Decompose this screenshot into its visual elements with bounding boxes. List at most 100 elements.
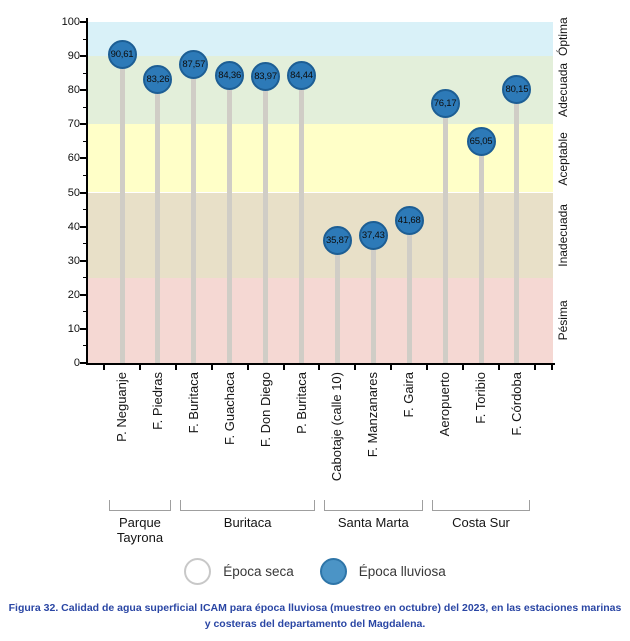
group-label-santa-marta: Santa Marta	[337, 515, 409, 530]
x-label-aeropuerto: Aeropuerto	[437, 372, 453, 437]
x-boundary-tick-0	[103, 365, 106, 370]
marker-f-cordoba: 80,15	[502, 75, 532, 105]
quality-band-label-inadecuada: Inadecuada	[556, 203, 570, 267]
value-label-f-cordoba: 80,15	[505, 84, 529, 96]
x-label-cabotaje-calle-10: Cabotaje (calle 10)	[329, 372, 345, 482]
stem-f-cordoba	[514, 89, 520, 365]
y-tick-label-0: 0	[73, 357, 80, 369]
y-tick-90	[80, 55, 86, 58]
value-label-f-gaira: 41,68	[397, 215, 421, 227]
group-bracket-costa-sur	[431, 500, 531, 511]
y-tick-label-60: 60	[67, 152, 80, 165]
x-boundary-tick-11	[497, 365, 500, 370]
marker-aeropuerto: 76,17	[430, 88, 460, 118]
x-boundary-tick-12	[533, 365, 536, 370]
value-label-p-buritaca: 84,44	[290, 69, 313, 81]
x-label-f-guachaca: F. Guachaca	[221, 372, 237, 445]
y-minor-tick-5	[83, 345, 86, 347]
quality-band-label-pesima: Pésima	[556, 300, 570, 341]
y-minor-tick-85	[83, 72, 86, 74]
x-boundary-tick-4	[246, 365, 249, 370]
x-label-p-neguanje: P. Neguanje	[114, 372, 129, 442]
y-tick-60	[80, 157, 86, 160]
y-minor-tick-25	[83, 277, 86, 279]
y-tick-label-70: 70	[67, 118, 80, 131]
quality-band-optima	[88, 22, 553, 57]
group-label-buritaca: Buritaca	[223, 515, 272, 530]
y-tick-80	[80, 89, 86, 92]
y-tick-label-90: 90	[67, 50, 80, 63]
stem-f-piedras	[155, 79, 161, 365]
marker-f-guachaca: 84,36	[215, 60, 245, 90]
y-tick-label-80: 80	[67, 84, 80, 97]
marker-f-don-diego: 83,97	[251, 62, 281, 92]
quality-band-inadecuada	[88, 192, 553, 278]
y-tick-20	[80, 293, 86, 296]
group-label-parque-tayrona: Parque Tayrona	[116, 515, 164, 545]
y-minor-tick-15	[83, 311, 86, 313]
stem-f-buritaca	[191, 64, 197, 365]
x-boundary-tick-5	[282, 365, 285, 370]
y-minor-tick-75	[83, 106, 86, 108]
x-boundary-tick-7	[354, 365, 357, 370]
stem-f-manzanares	[370, 235, 376, 365]
y-tick-10	[80, 327, 86, 330]
y-tick-0	[80, 362, 86, 364]
x-label-f-toribio: F. Toribio	[473, 372, 488, 424]
legend-circle-icon-epoca-seca	[184, 557, 212, 585]
y-tick-40	[80, 225, 86, 228]
legend-label: Época seca	[223, 563, 294, 579]
x-label-p-buritaca: P. Buritaca	[293, 372, 309, 434]
marker-f-gaira: 41,68	[394, 206, 424, 236]
x-label-f-don-diego: F. Don Diego	[257, 372, 273, 448]
stem-aeropuerto	[442, 103, 448, 365]
group-bracket-santa-marta	[323, 500, 423, 511]
stem-f-toribio	[478, 141, 484, 365]
y-tick-label-10: 10	[67, 322, 80, 335]
x-label-f-manzanares: F. Manzanares	[365, 372, 381, 458]
legend-item-epoca-seca: Época seca	[184, 557, 294, 585]
value-label-f-don-diego: 83,97	[254, 71, 277, 83]
y-minor-tick-45	[83, 209, 86, 211]
value-label-aeropuerto: 76,17	[433, 97, 457, 109]
value-label-f-guachaca: 84,36	[218, 69, 242, 81]
legend: Época seca Época lluviosa	[0, 556, 630, 586]
y-tick-70	[80, 123, 86, 126]
marker-f-toribio: 65,05	[466, 126, 496, 156]
quality-band-label-optima: Óptima	[556, 17, 570, 57]
quality-band-label-aceptable: Aceptable	[556, 131, 570, 186]
y-tick-label-50: 50	[67, 186, 80, 199]
marker-f-manzanares: 37,43	[358, 220, 388, 250]
x-axis-line	[86, 363, 555, 365]
marker-f-buritaca: 87,57	[179, 49, 209, 79]
quality-band-label-adecuada: Adecuada	[556, 63, 570, 118]
x-label-f-buritaca: F. Buritaca	[185, 372, 201, 434]
group-bracket-buritaca	[180, 500, 315, 511]
stem-p-neguanje	[119, 54, 125, 365]
stem-f-don-diego	[263, 76, 269, 365]
x-boundary-tick-10	[462, 365, 465, 370]
y-minor-tick-55	[83, 174, 86, 176]
value-label-f-buritaca: 87,57	[182, 58, 206, 70]
y-tick-100	[80, 21, 86, 23]
figure-caption: Figura 32. Calidad de agua superficial I…	[8, 602, 622, 630]
x-axis-end-tick	[551, 365, 553, 370]
value-label-cabotaje-calle-10: 35,87	[326, 235, 349, 247]
x-boundary-tick-8	[390, 365, 393, 370]
stem-f-guachaca	[227, 75, 233, 365]
marker-p-buritaca: 84,44	[287, 60, 316, 90]
y-tick-label-30: 30	[67, 254, 80, 267]
legend-item-epoca-lluviosa: Época lluviosa	[319, 557, 446, 585]
group-bracket-parque-tayrona	[108, 500, 172, 511]
x-boundary-tick-2	[174, 365, 177, 370]
y-tick-label-40: 40	[67, 220, 80, 233]
x-boundary-tick-1	[138, 365, 141, 370]
group-label-costa-sur: Costa Sur	[452, 515, 510, 530]
value-label-f-piedras: 83,26	[146, 73, 170, 85]
x-boundary-tick-3	[210, 365, 213, 370]
x-label-f-gaira: F. Gaira	[401, 372, 417, 418]
value-label-f-manzanares: 37,43	[361, 229, 385, 241]
marker-p-neguanje: 90,61	[107, 39, 137, 69]
